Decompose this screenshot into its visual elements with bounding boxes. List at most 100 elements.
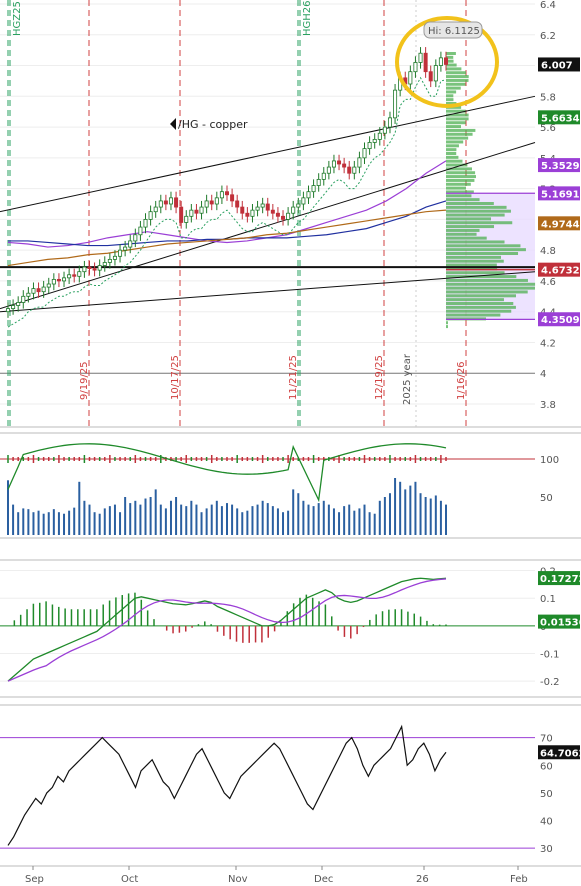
volume-profile-bar (446, 217, 491, 221)
volume-profile-bar (446, 90, 457, 94)
candle-body (163, 200, 168, 205)
volume-profile-bar (446, 67, 462, 71)
price-tick-label: 5.8 (540, 92, 556, 103)
volume-profile-bar (446, 144, 459, 148)
price-tag-label: 4.9744 (541, 219, 580, 230)
volume-profile-bar (446, 52, 456, 55)
price-tick-label: 5.6 (540, 123, 556, 134)
candle-body (347, 166, 352, 174)
volume-profile-bar (446, 252, 519, 255)
volume-profile-bar (446, 182, 471, 186)
event-date-label: 10/17/25 (170, 355, 181, 400)
macd-signal-line (7, 578, 447, 682)
candle-body (51, 278, 56, 285)
candle-body (296, 203, 301, 208)
candle-body (306, 191, 311, 199)
candle-body (41, 286, 46, 293)
price-tick-label: 4.8 (540, 246, 556, 257)
candle-body (265, 203, 270, 211)
candle-body (67, 274, 72, 279)
volume-profile-bar (446, 178, 475, 182)
volume-profile-bar (446, 271, 505, 275)
price-tag-box (538, 158, 580, 173)
x-tick-label: Feb (510, 874, 528, 885)
volume-profile-bar (446, 282, 536, 286)
macd-tag-box (538, 571, 580, 586)
candle-body (250, 209, 255, 217)
price-tag-label: 4.6732 (541, 266, 580, 277)
rsi-tick-label: 70 (540, 734, 553, 745)
candle-body (168, 197, 173, 205)
volume-profile-bar (446, 209, 511, 213)
symbol-label: /HG - copper (178, 118, 248, 131)
event-date-label: 9/19/25 (79, 361, 90, 400)
volume-profile-layer (446, 52, 536, 329)
volume-profile-bar (446, 152, 457, 155)
volume-profile-bar (446, 121, 466, 125)
volume-profile-bar (446, 140, 464, 144)
volume-profile-bar (446, 128, 476, 132)
event-date-label: 11/21/25 (288, 355, 299, 400)
volume-tick-label: 100 (540, 455, 559, 466)
candle-body (31, 288, 36, 294)
price-tag-box (538, 312, 580, 327)
volume-profile-bar (446, 94, 454, 98)
candle-body (387, 117, 392, 128)
volume-profile-bar (446, 55, 454, 59)
candle-body (118, 249, 123, 257)
hi-annotation: Hi: 6.1125 (428, 26, 480, 37)
ma-brown-line (7, 209, 447, 267)
candle-body (179, 206, 184, 223)
macd-layer (0, 570, 535, 682)
candle-body (204, 200, 209, 208)
price-tags-layer: 6.007 5.6634 5.3529 5.1691 4.9744 4.6732 4.350… (538, 57, 581, 760)
volume-profile-bar (446, 194, 472, 198)
volume-profile-bar (446, 290, 528, 294)
x-tick-label: Nov (228, 874, 248, 885)
candle-body (240, 206, 245, 214)
volume-profile-bar (446, 321, 448, 325)
candle-body (6, 308, 11, 313)
volume-profile-bar (446, 163, 468, 167)
volume-profile-bar (446, 244, 521, 248)
rsi-line (7, 724, 447, 846)
macd-tick-label: -0.1 (540, 650, 560, 661)
candle-body (372, 138, 377, 143)
candle-body (209, 200, 214, 205)
candle-body (443, 57, 448, 65)
price-tag-box (538, 262, 580, 277)
candle-body (11, 305, 16, 310)
volume-profile-bar (446, 263, 497, 267)
candles-layer (6, 47, 448, 318)
candle-body (21, 295, 26, 303)
volume-profile-bar (446, 228, 480, 232)
candle-body (230, 194, 235, 202)
price-tag-label: 5.1691 (541, 189, 580, 200)
candle-body (413, 62, 418, 73)
hi-annotation-box (423, 21, 483, 39)
volume-profile-bar (446, 148, 457, 152)
price-tick-label: 3.8 (540, 400, 556, 411)
volume-profile-bar (446, 205, 507, 209)
candle-body (102, 262, 107, 266)
volume-profile-bar (446, 190, 474, 194)
price-tick-label: 4.2 (540, 338, 556, 349)
volume-profile-bar (446, 132, 473, 136)
volume-tick-label: 50 (540, 493, 553, 504)
price-tag-label: 6.007 (541, 60, 573, 71)
volume-profile-bar (446, 198, 480, 202)
candle-body (62, 277, 67, 282)
volume-profile-bar (446, 302, 514, 305)
volume-profile-bar (446, 63, 457, 67)
candle-body (326, 166, 331, 174)
volume-profile-bar (446, 98, 454, 102)
support-line (0, 271, 536, 313)
candle-body (219, 191, 224, 199)
price-tag-box (538, 216, 580, 231)
rsi-tick-label: 50 (540, 789, 553, 800)
candle-body (77, 271, 82, 277)
candle-body (87, 266, 92, 270)
candle-body (72, 274, 77, 277)
candle-body (260, 203, 265, 208)
